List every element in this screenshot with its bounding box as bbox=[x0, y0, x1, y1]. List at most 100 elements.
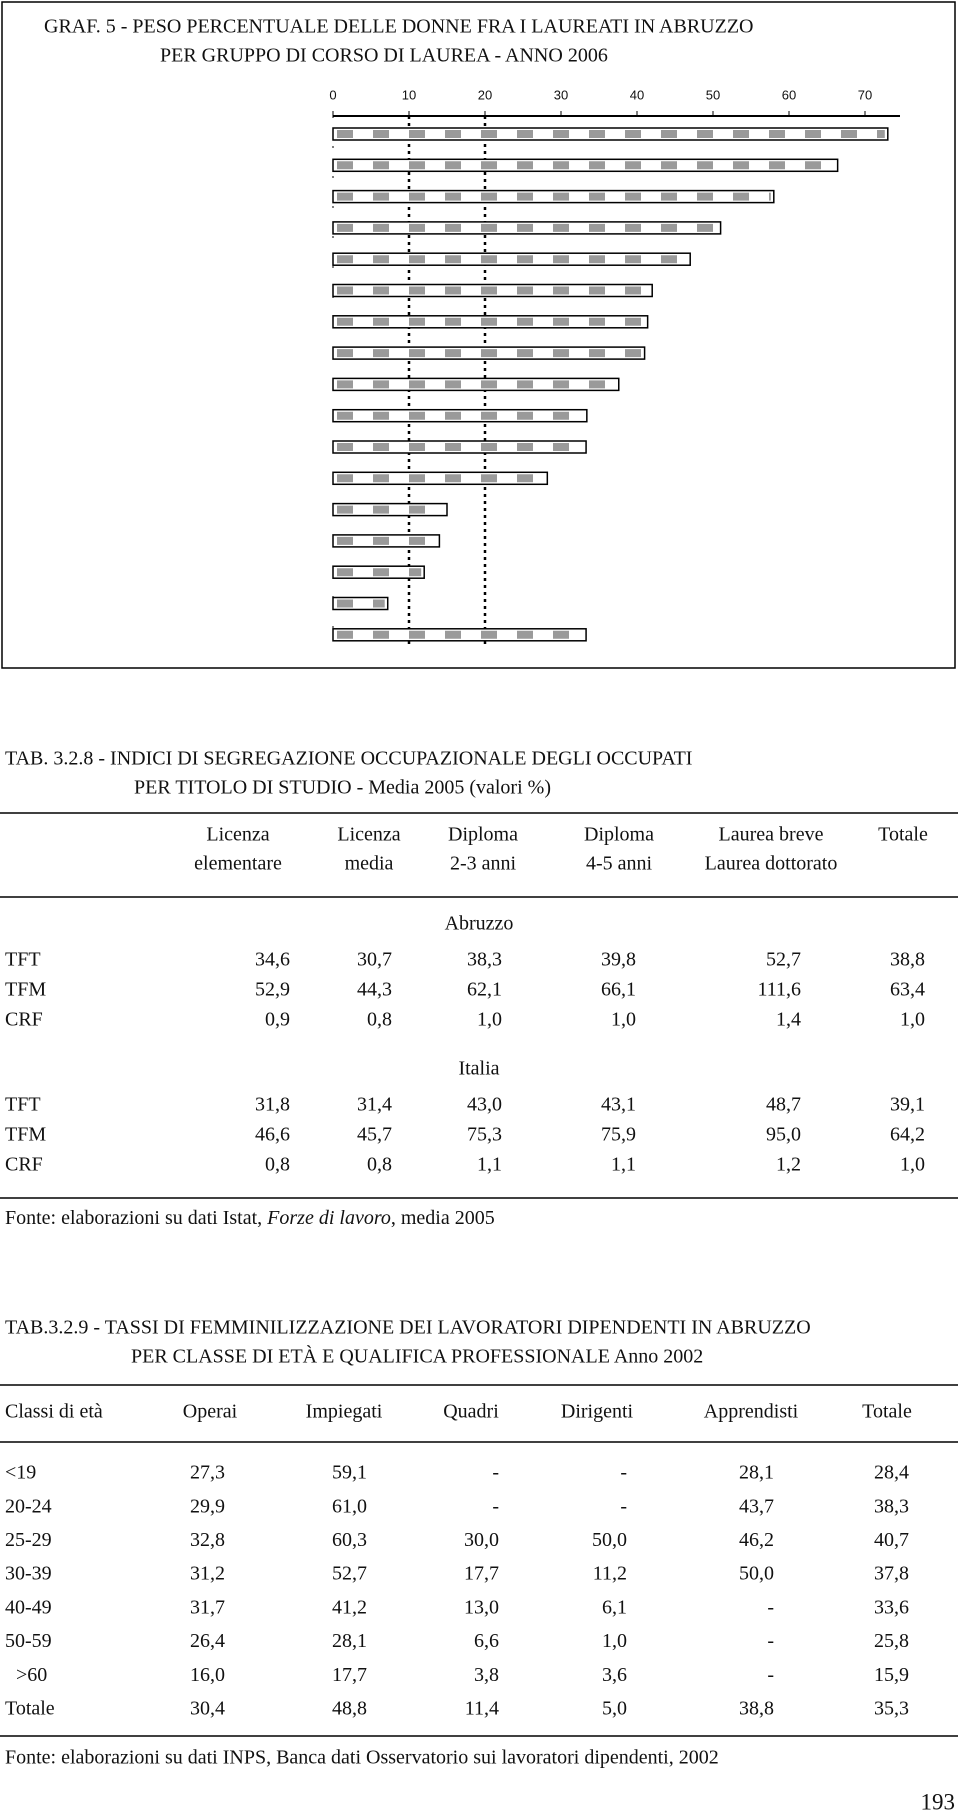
table-cell: 31,4 bbox=[357, 1094, 392, 1116]
table-source: Fonte: elaborazioni su dati INPS, Banca … bbox=[5, 1747, 719, 1769]
chart-title: GRAF. 5 - PESO PERCENTUALE DELLE DONNE F… bbox=[44, 16, 754, 38]
x-tick-label: 0 bbox=[329, 87, 336, 102]
bar-group bbox=[332, 628, 587, 642]
column-header: Classi di età bbox=[5, 1401, 103, 1423]
table-cell: 29,9 bbox=[190, 1495, 225, 1517]
table-cell: 30,4 bbox=[190, 1697, 225, 1719]
column-header: media bbox=[345, 853, 394, 875]
bar-group bbox=[332, 408, 588, 423]
x-tick-label: 60 bbox=[782, 87, 796, 102]
table-cell: - bbox=[767, 1664, 774, 1686]
table-source: Fonte: elaborazioni su dati Istat, Forze… bbox=[5, 1207, 495, 1229]
x-tick-label: 10 bbox=[402, 87, 416, 102]
column-header: Quadri bbox=[443, 1401, 499, 1423]
table-cell: 17,7 bbox=[332, 1664, 367, 1686]
table-cell: - bbox=[767, 1596, 774, 1618]
table-cell: 32,8 bbox=[190, 1529, 225, 1551]
table-cell: 0,8 bbox=[367, 1009, 392, 1031]
bar-group bbox=[332, 189, 775, 204]
table-cell: 48,8 bbox=[332, 1697, 367, 1719]
row-label: <19 bbox=[5, 1462, 36, 1484]
table-cell: 1,1 bbox=[611, 1154, 636, 1176]
table-cell: 66,1 bbox=[601, 979, 636, 1001]
x-tick-label: 50 bbox=[706, 87, 720, 102]
row-label: 20-24 bbox=[5, 1495, 52, 1517]
table-cell: 1,0 bbox=[611, 1009, 636, 1031]
bar-group bbox=[332, 377, 620, 392]
table-cell: - bbox=[492, 1462, 499, 1484]
table-cell: 39,1 bbox=[890, 1094, 925, 1116]
bar-group bbox=[332, 596, 389, 611]
table-cell: 38,8 bbox=[890, 949, 925, 971]
x-tick-label: 70 bbox=[858, 87, 872, 102]
column-header: Totale bbox=[862, 1401, 912, 1423]
column-header: Impiegati bbox=[306, 1401, 383, 1423]
table-cell: 1,0 bbox=[477, 1009, 502, 1031]
table-cell: 30,7 bbox=[357, 949, 392, 971]
bar bbox=[332, 471, 549, 486]
table-title: TAB.3.2.9 - TASSI DI FEMMINILIZZAZIONE D… bbox=[5, 1317, 811, 1339]
table-cell: 31,2 bbox=[190, 1563, 225, 1585]
table-cell: 38,3 bbox=[874, 1495, 909, 1517]
table-cell: 40,7 bbox=[874, 1529, 909, 1551]
table-cell: - bbox=[620, 1495, 627, 1517]
x-tick-label: 40 bbox=[630, 87, 644, 102]
table-cell: 111,6 bbox=[757, 979, 801, 1001]
group-label: Italia bbox=[458, 1058, 499, 1080]
table-cell: 27,3 bbox=[190, 1462, 225, 1484]
table-cell: 43,1 bbox=[601, 1094, 636, 1116]
source-part: Forze di lavoro bbox=[266, 1207, 391, 1229]
table-cell: 38,8 bbox=[739, 1697, 774, 1719]
table-cell: 1,2 bbox=[776, 1154, 801, 1176]
row-label: TFT bbox=[5, 1094, 41, 1116]
table-cell: 28,1 bbox=[739, 1462, 774, 1484]
table-cell: 43,7 bbox=[739, 1495, 774, 1517]
column-header: Licenza bbox=[337, 824, 400, 846]
table-cell: 0,8 bbox=[367, 1154, 392, 1176]
table-cell: 15,9 bbox=[874, 1664, 909, 1686]
bar-group bbox=[332, 534, 441, 548]
table-cell: 52,7 bbox=[332, 1563, 367, 1585]
table-cell: 28,4 bbox=[874, 1462, 909, 1484]
row-label: TFM bbox=[5, 979, 46, 1001]
bar bbox=[332, 158, 839, 173]
column-header: Totale bbox=[878, 824, 928, 846]
table-cell: 43,0 bbox=[467, 1094, 502, 1116]
bar-group bbox=[332, 127, 889, 141]
column-header: Laurea breve bbox=[719, 824, 824, 846]
row-label: 30-39 bbox=[5, 1563, 52, 1585]
row-label: 40-49 bbox=[5, 1596, 52, 1618]
table-cell: 26,4 bbox=[190, 1630, 225, 1652]
table-cell: 3,6 bbox=[602, 1664, 627, 1686]
table-cell: 11,2 bbox=[593, 1563, 627, 1585]
chart-frame bbox=[1, 1, 956, 669]
table-cell: 30,0 bbox=[464, 1529, 499, 1551]
row-label: >60 bbox=[16, 1664, 47, 1686]
table-cell: 59,1 bbox=[332, 1462, 367, 1484]
source-part: , media 2005 bbox=[391, 1207, 495, 1229]
row-label: TFT bbox=[5, 949, 41, 971]
table-cell: - bbox=[492, 1495, 499, 1517]
table-cell: 44,3 bbox=[357, 979, 392, 1001]
table-cell: 39,8 bbox=[601, 949, 636, 971]
table-cell: 50,0 bbox=[592, 1529, 627, 1551]
table-cell: 75,3 bbox=[467, 1124, 502, 1146]
table-cell: 1,0 bbox=[900, 1154, 925, 1176]
table-cell: 1,4 bbox=[776, 1009, 801, 1031]
source-part: Fonte: elaborazioni su dati Istat, bbox=[5, 1207, 267, 1229]
table-cell: 11,4 bbox=[465, 1697, 499, 1719]
table-cell: 1,0 bbox=[602, 1630, 627, 1652]
bar-group bbox=[332, 315, 649, 329]
table-cell: 50,0 bbox=[739, 1563, 774, 1585]
bar-group bbox=[332, 440, 587, 454]
table-cell: 38,3 bbox=[467, 949, 502, 971]
group-label: Abruzzo bbox=[445, 913, 514, 935]
table-cell: 13,0 bbox=[464, 1596, 499, 1618]
bar-group bbox=[332, 565, 425, 579]
table-cell: 0,9 bbox=[265, 1009, 290, 1031]
column-header: 2-3 anni bbox=[450, 853, 517, 875]
table-cell: 1,1 bbox=[477, 1154, 502, 1176]
row-label: TFM bbox=[5, 1124, 46, 1146]
bar bbox=[332, 127, 889, 141]
